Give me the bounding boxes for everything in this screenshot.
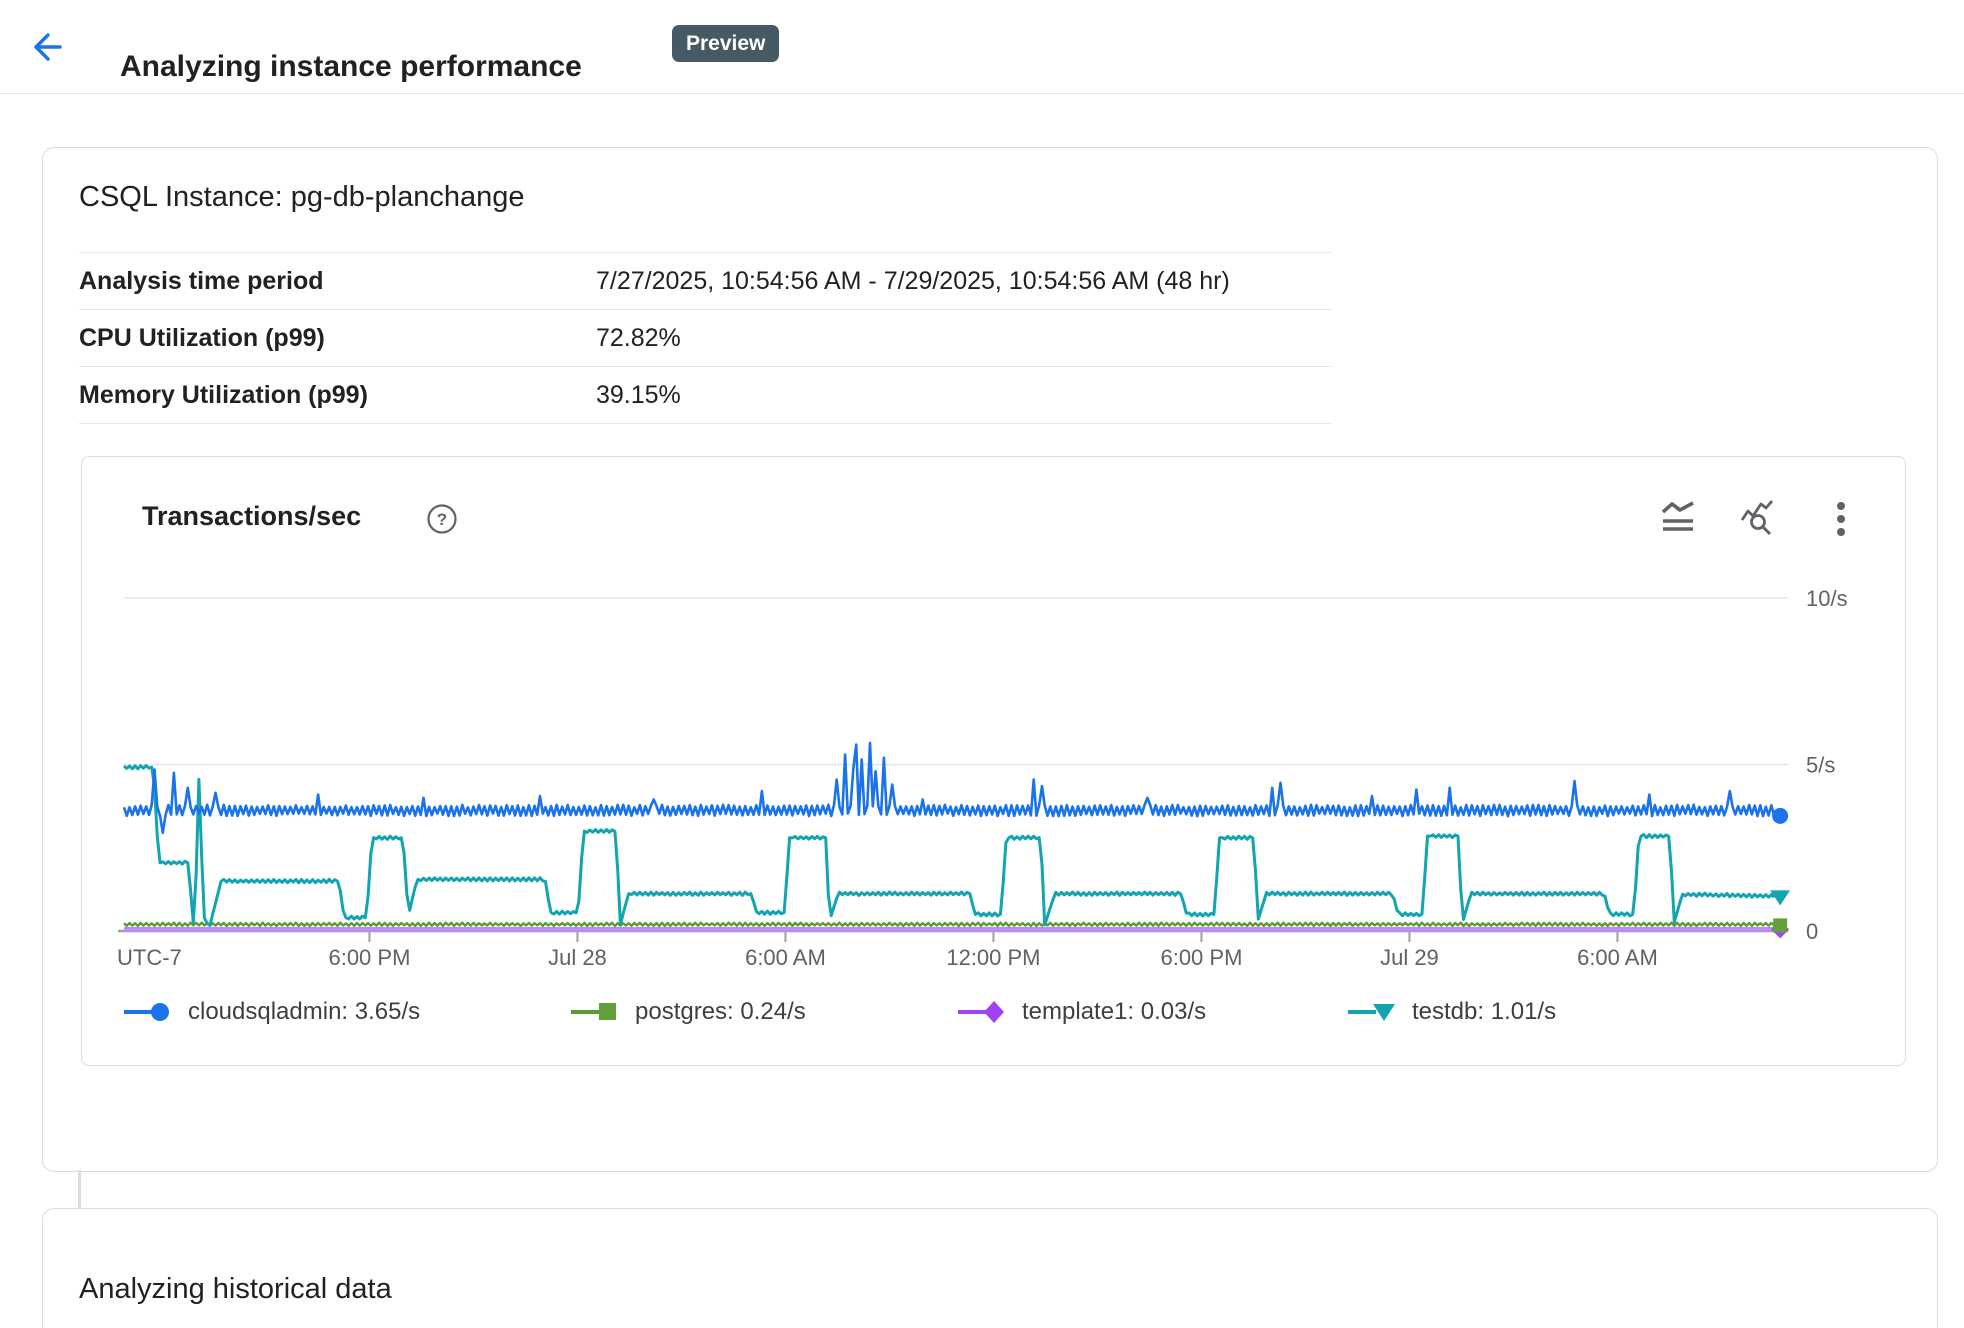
series-line-testdb [123,764,1776,927]
legend-item-cloudsqladmin[interactable]: cloudsqladmin: 3.65/s [122,995,420,1029]
row-value: 39.15% [596,380,681,409]
transactions-plot: 10/s 5/s 0 6:00 PM Jul 28 6:00 AM 12:00 PM 6:00… [117,586,1848,970]
instance-card-title: CSQL Instance: pg-db-planchange [79,181,525,213]
x-axis-label: 6:00 AM [745,945,826,970]
back-arrow-icon [34,33,62,61]
table-row: Analysis time period 7/27/2025, 10:54:56… [79,252,1331,309]
timezone-label: UTC-7 [117,945,182,970]
transactions-chart-card: Transactions/sec ? [81,456,1906,1066]
historical-data-card: Analyzing historical data Focusing on 7/… [42,1208,1938,1328]
x-axis-label: 6:00 PM [1160,945,1242,970]
help-button[interactable]: ? [426,503,458,535]
table-row: Memory Utilization (p99) 39.15% [79,366,1331,424]
x-axis-label: Jul 28 [548,945,607,970]
x-axis-label: Jul 29 [1380,945,1439,970]
x-axis-label: 6:00 PM [328,945,410,970]
legend-label: testdb: 1.01/s [1412,998,1557,1025]
legend-item-testdb[interactable]: testdb: 1.01/s [1346,995,1556,1029]
back-button[interactable] [24,26,66,68]
help-icon: ? [427,504,457,534]
explore-data-icon [1740,500,1774,536]
page-title: Analyzing instance performance [120,50,582,84]
table-row: CPU Utilization (p99) 72.82% [79,309,1331,366]
row-value: 72.82% [596,323,681,352]
row-label: CPU Utilization (p99) [79,323,325,352]
chart-title: Transactions/sec [142,501,362,531]
historical-card-title: Analyzing historical data [79,1273,392,1305]
chart-type-icon [1661,501,1694,531]
y-axis-label: 0 [1806,919,1818,944]
series-line-cloudsqladmin [122,741,1776,835]
template1-marker-icon [958,1001,1004,1023]
chart-type-button[interactable] [1657,499,1701,539]
legend-item-template1[interactable]: template1: 0.03/s [956,995,1206,1029]
instance-summary-card: CSQL Instance: pg-db-planchange Analysis… [42,147,1938,1172]
cloudsqladmin-marker-icon [124,1003,169,1021]
testdb-marker-icon [1348,1004,1395,1021]
instance-info-table: Analysis time period 7/27/2025, 10:54:56… [79,252,1331,424]
more-options-button[interactable] [1819,499,1863,539]
x-axis-label: 6:00 AM [1577,945,1658,970]
row-value: 7/27/2025, 10:54:56 AM - 7/29/2025, 10:5… [596,266,1230,295]
preview-badge: Preview [672,25,780,63]
legend-label: postgres: 0.24/s [635,998,806,1025]
y-axis-label: 5/s [1806,753,1835,778]
postgres-marker-icon [571,1003,616,1020]
header-bar: Analyzing instance performance Preview [0,0,1964,94]
more-options-icon [1837,502,1845,536]
legend-label: template1: 0.03/s [1022,998,1207,1025]
legend-label: cloudsqladmin: 3.65/s [188,998,421,1025]
explore-data-button[interactable] [1737,499,1781,539]
series-line-postgres [123,921,1775,928]
legend-item-postgres[interactable]: postgres: 0.24/s [569,995,806,1029]
card-connector-line [78,1170,81,1209]
svg-text:?: ? [437,510,447,529]
row-label: Analysis time period [79,266,324,295]
row-label: Memory Utilization (p99) [79,380,368,409]
x-axis-label: 12:00 PM [946,945,1040,970]
y-axis-label: 10/s [1806,586,1848,611]
